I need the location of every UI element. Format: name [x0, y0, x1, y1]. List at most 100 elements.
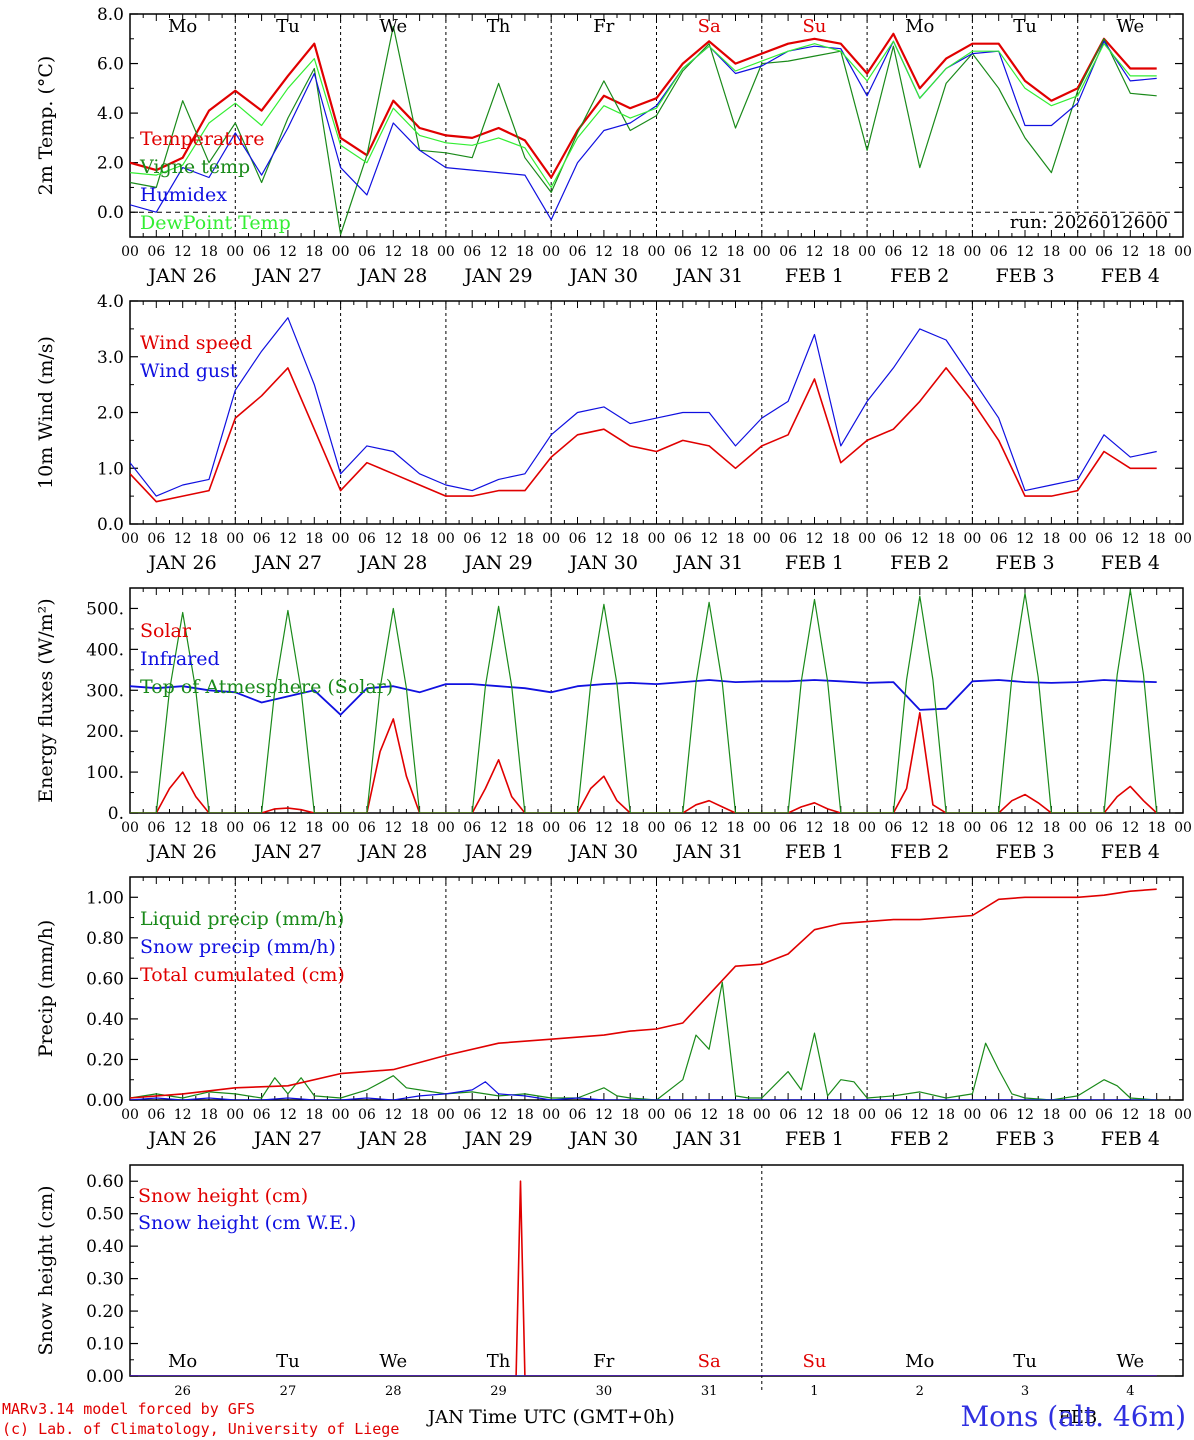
hour-tick-label: 18 [1148, 1107, 1166, 1123]
hour-tick-label: 18 [200, 244, 218, 260]
legend-entry: Snow precip (mm/h) [140, 936, 336, 958]
day-name: We [1117, 1351, 1145, 1372]
hour-tick-label: 12 [384, 244, 402, 260]
legend-entry: Liquid precip (mm/h) [140, 908, 344, 930]
hour-tick-label: 18 [516, 1107, 534, 1123]
date-label: FEB 2 [890, 1128, 949, 1150]
date-label: JAN 29 [462, 265, 532, 287]
y-tick-label: 0.20 [86, 1302, 124, 1322]
y-tick-label: 0.40 [86, 1010, 124, 1030]
series-line [130, 40, 1157, 221]
y-axis-label: Precip (mm/h) [35, 920, 57, 1058]
day-number: 28 [385, 1384, 402, 1399]
hour-tick-label: 00 [1174, 820, 1192, 836]
hour-tick-label: 00 [1174, 244, 1192, 260]
hour-tick-label: 18 [200, 531, 218, 547]
y-tick-label: 0. [108, 804, 124, 824]
hour-tick-label: 18 [200, 1107, 218, 1123]
time-ticks [129, 14, 1184, 237]
hour-tick-label: 06 [885, 1107, 903, 1123]
hour-tick-label: 00 [437, 1107, 455, 1123]
hour-tick-label: 12 [279, 244, 297, 260]
date-label: JAN 31 [673, 552, 743, 574]
day-number: 30 [596, 1384, 613, 1399]
hour-tick-label: 12 [384, 820, 402, 836]
date-label: JAN 26 [147, 265, 217, 287]
hour-tick-label: 12 [490, 531, 508, 547]
month-label: FEB [1058, 1407, 1097, 1428]
hour-tick-label: 18 [937, 244, 955, 260]
series-line [130, 25, 1157, 236]
hour-tick-label: 18 [937, 531, 955, 547]
y-tick-label: 0.60 [86, 969, 124, 989]
series-line [130, 981, 1157, 1100]
hour-tick-label: 06 [358, 244, 376, 260]
date-label: JAN 26 [147, 841, 217, 863]
hour-tick-label: 18 [621, 531, 639, 547]
hour-tick-label: 06 [253, 1107, 271, 1123]
series-line [130, 317, 1157, 497]
legend-entry: DewPoint Temp [140, 212, 291, 234]
x-axis-label: Time UTC (GMT+0h) [469, 1406, 675, 1428]
hour-tick-label: 00 [437, 244, 455, 260]
hour-tick-label: 12 [911, 531, 929, 547]
date-label: JAN 28 [357, 1128, 427, 1150]
hour-tick-label: 06 [253, 244, 271, 260]
hour-tick-label: 18 [1148, 531, 1166, 547]
hour-tick-label: 12 [806, 531, 824, 547]
hour-tick-label: 06 [674, 244, 692, 260]
day-number: 31 [701, 1384, 718, 1399]
hour-tick-label: 06 [990, 531, 1008, 547]
hour-tick-label: 00 [1069, 244, 1087, 260]
hour-tick-label: 18 [727, 820, 745, 836]
date-label: JAN 28 [357, 841, 427, 863]
hour-tick-label: 06 [147, 244, 165, 260]
hour-tick-label: 12 [1121, 1107, 1139, 1123]
hour-tick-label: 00 [963, 244, 981, 260]
hour-tick-label: 06 [147, 820, 165, 836]
date-label: FEB 3 [995, 265, 1054, 287]
hour-tick-label: 12 [806, 244, 824, 260]
day-name: Th [487, 1351, 511, 1372]
hour-tick-label: 00 [753, 820, 771, 836]
hour-tick-label: 18 [727, 244, 745, 260]
day-number: 1 [810, 1384, 818, 1399]
legend-entry: Snow height (cm W.E.) [138, 1212, 356, 1234]
y-tick-label: 0.10 [86, 1335, 124, 1355]
hour-tick-label: 00 [542, 1107, 560, 1123]
date-label: JAN 27 [252, 552, 322, 574]
hour-tick-label: 18 [305, 531, 323, 547]
day-name: Mo [168, 16, 197, 37]
date-label: JAN 30 [568, 552, 638, 574]
hour-tick-label: 12 [911, 1107, 929, 1123]
hour-tick-label: 18 [1042, 244, 1060, 260]
hour-tick-label: 12 [1016, 1107, 1034, 1123]
time-ticks [129, 588, 1184, 813]
hour-tick-label: 00 [648, 1107, 666, 1123]
hour-tick-label: 00 [437, 531, 455, 547]
hour-tick-label: 12 [911, 244, 929, 260]
legend-entry: Vigne temp [139, 156, 250, 178]
hour-tick-label: 06 [779, 1107, 797, 1123]
date-label: FEB 1 [785, 552, 844, 574]
hour-tick-label: 06 [779, 531, 797, 547]
day-name: Fr [593, 16, 614, 37]
time-ticks [129, 301, 1184, 524]
hour-tick-label: 12 [490, 1107, 508, 1123]
hour-tick-label: 06 [990, 820, 1008, 836]
hour-tick-label: 18 [411, 1107, 429, 1123]
hour-tick-label: 00 [1069, 820, 1087, 836]
legend-entry: Total cumulated (cm) [140, 964, 345, 986]
hour-tick-label: 18 [516, 244, 534, 260]
y-tick-label: 4.0 [97, 104, 124, 124]
credit-model: MARv3.14 model forced by GFS [2, 1400, 255, 1418]
hour-tick-label: 12 [806, 1107, 824, 1123]
hour-tick-label: 06 [358, 531, 376, 547]
y-tick-label: 4.0 [97, 292, 124, 312]
hour-tick-label: 06 [674, 531, 692, 547]
month-label: JAN [426, 1407, 464, 1428]
y-tick-label: 1.00 [86, 888, 124, 908]
date-label: JAN 31 [673, 265, 743, 287]
hour-tick-label: 00 [332, 1107, 350, 1123]
hour-tick-label: 00 [963, 1107, 981, 1123]
